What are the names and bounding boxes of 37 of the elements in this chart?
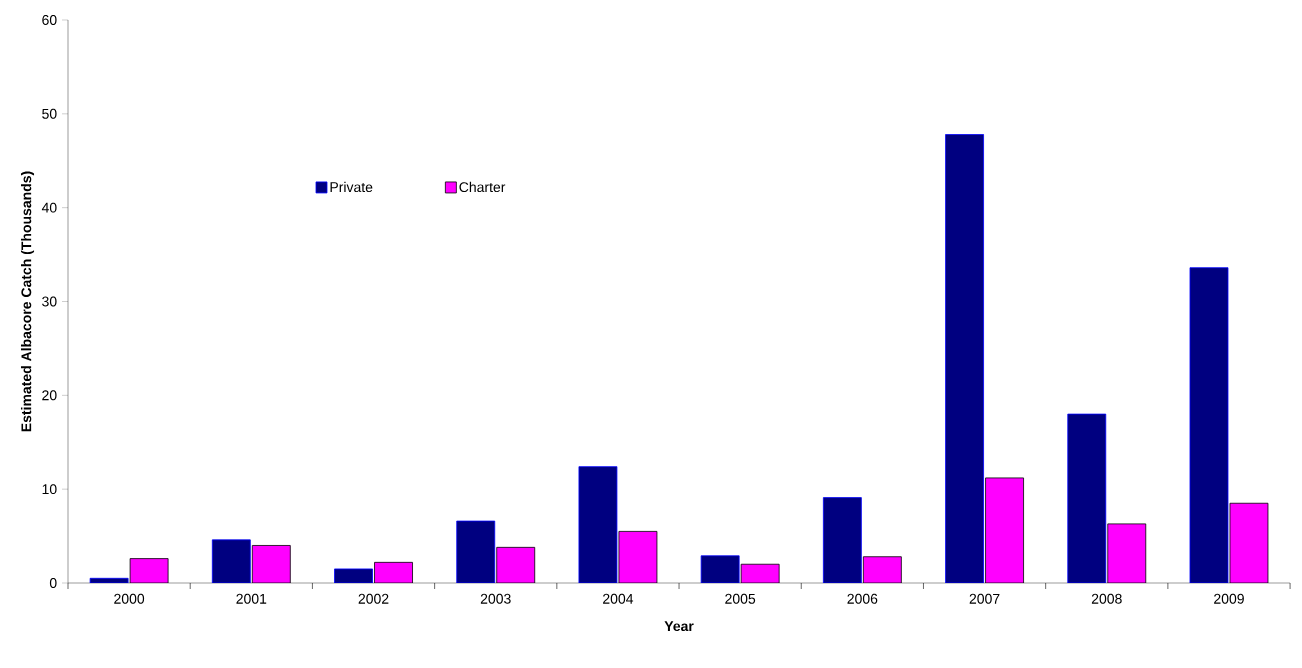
bar — [1107, 523, 1147, 583]
bar — [496, 546, 536, 583]
bar — [822, 497, 862, 583]
bar — [985, 477, 1024, 583]
bar — [945, 134, 984, 583]
x-tick-label: 2009 — [1214, 593, 1244, 604]
bar — [456, 520, 496, 583]
x-tick-label: 2002 — [358, 593, 389, 604]
y-tick-label: 60 — [42, 15, 57, 25]
y-tick-label: 0 — [49, 578, 57, 588]
y-tick-label: 10 — [42, 484, 57, 495]
x-tick-label: 2008 — [1091, 593, 1122, 604]
bar — [1189, 267, 1229, 583]
x-axis-title: Year — [664, 621, 694, 632]
x-tick-label: 2007 — [969, 593, 1000, 604]
x-tick-label: 2006 — [847, 593, 878, 604]
bar — [700, 555, 740, 583]
bar — [1229, 502, 1269, 583]
y-tick-label: 30 — [42, 296, 57, 307]
y-axis-title: Estimated Albacore Catch (Thousands) — [20, 171, 35, 432]
legend-label: Private — [330, 181, 373, 193]
y-tick-label: 40 — [41, 202, 57, 213]
bar — [578, 466, 618, 583]
x-tick-label: 2005 — [725, 593, 756, 604]
bar — [1067, 413, 1107, 583]
x-tick-label: 2003 — [480, 593, 511, 604]
x-tick-label: 2004 — [603, 593, 634, 604]
x-tick-label: 2000 — [114, 593, 145, 604]
y-tick-label: 20 — [42, 390, 57, 401]
bar — [374, 561, 413, 583]
y-tick-label: 50 — [42, 108, 57, 119]
bar — [251, 545, 291, 583]
bar — [618, 530, 658, 583]
legend-label: Charter — [459, 181, 506, 193]
x-tick-label: 2001 — [236, 593, 267, 604]
bar — [862, 556, 902, 583]
bar — [211, 539, 251, 583]
